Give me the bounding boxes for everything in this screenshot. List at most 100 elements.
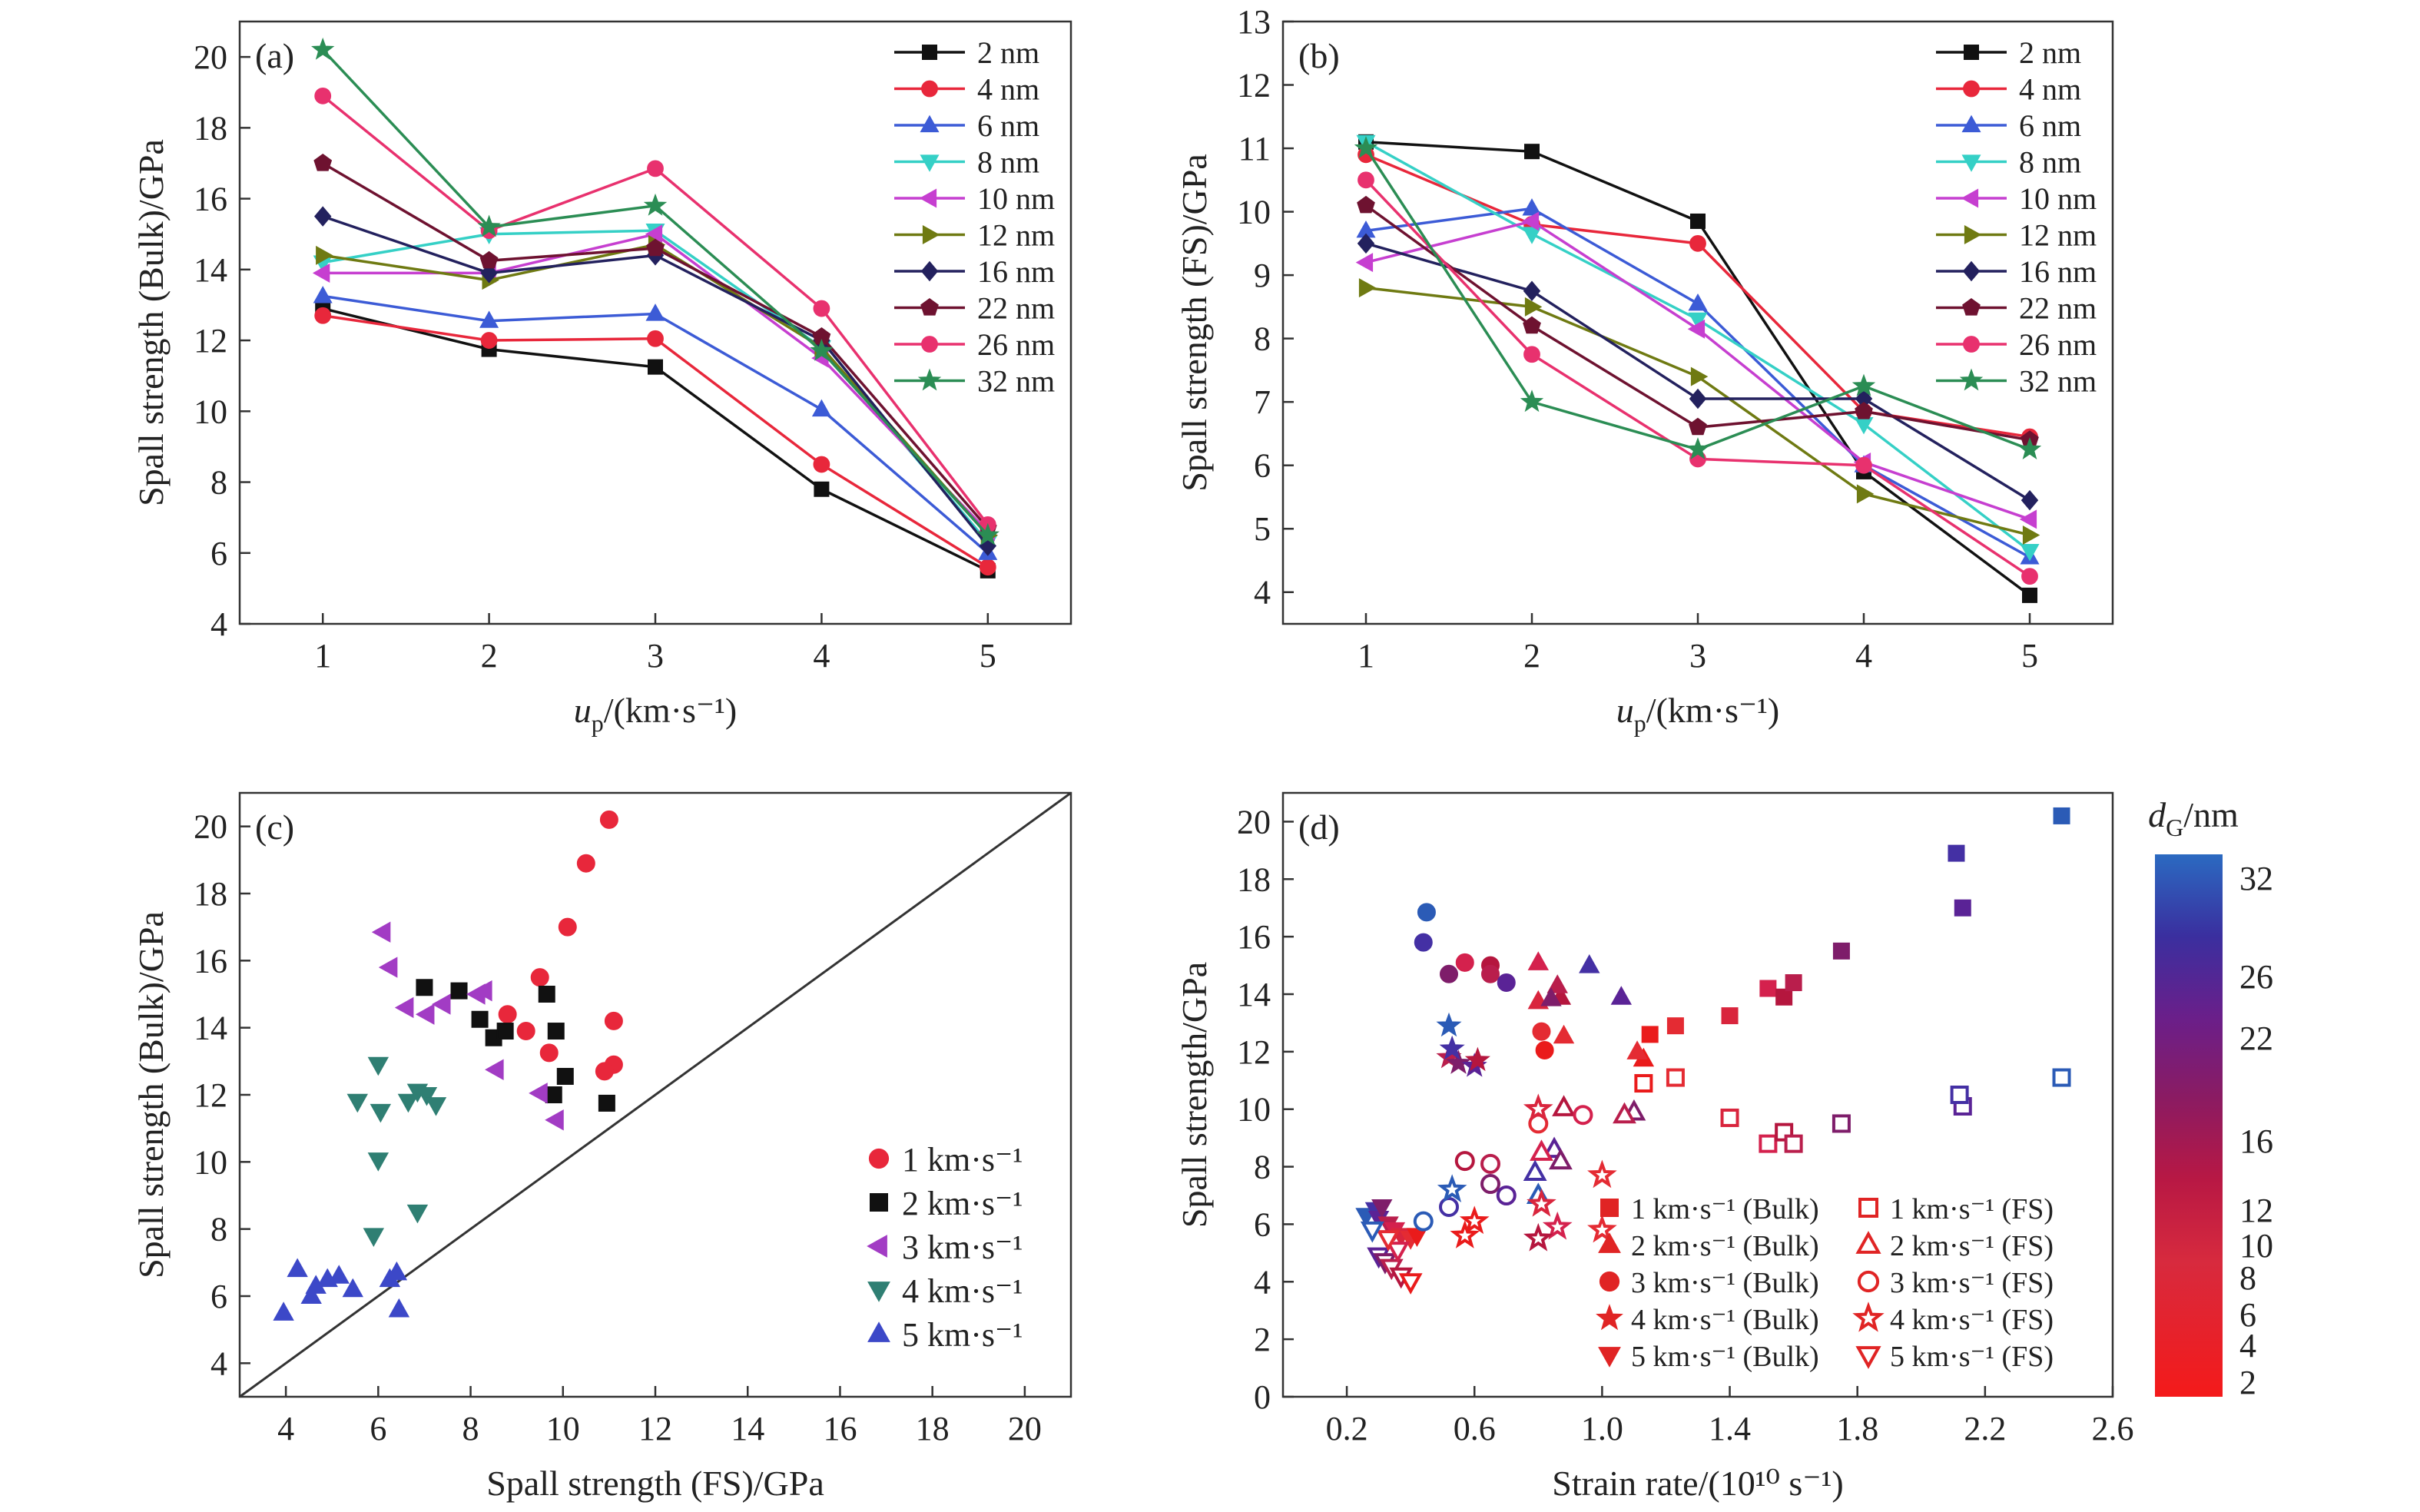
legend-marker-5-km-s (867, 1321, 890, 1342)
legend-marker-1-km-s-fs (1858, 1198, 1878, 1218)
y-tick-label: 8 (1254, 320, 1271, 358)
data-point-22-nm (479, 250, 499, 269)
data-point-26-nm (647, 160, 664, 177)
colorbar-title: dG/nm (2148, 795, 2239, 841)
series-line-2-nm (322, 307, 989, 572)
data-point-4-km-s (363, 1228, 385, 1247)
series-line-6-nm (1365, 207, 2030, 559)
data-point-8-nm (1854, 416, 1874, 435)
x-tick-label: 2.2 (1964, 1410, 2006, 1447)
data-point-circle-bulk (1440, 964, 1458, 983)
data-point-26-nm (1523, 346, 1540, 363)
data-point-5-km-s (273, 1301, 294, 1321)
data-point-square-bulk (1954, 899, 1971, 917)
data-point-square-bulk (1775, 988, 1793, 1006)
legend-label: 6 nm (2019, 108, 2081, 143)
data-point-tri-down-fs (1386, 1242, 1410, 1263)
data-point-2-km-s (450, 982, 468, 1000)
legend-marker-10-nm (1961, 188, 1979, 208)
legend-marker-12-nm (1964, 224, 1982, 245)
data-point-32-nm (2017, 437, 2042, 459)
legend-label: 3 km·s⁻¹ (FS) (1890, 1267, 2054, 1299)
x-tick-label: 20 (1008, 1410, 1042, 1447)
colorbar-label: 6 (2239, 1296, 2256, 1334)
data-point-tri-up-fs (1552, 1095, 1576, 1116)
legend-label: 2 nm (977, 35, 1039, 70)
data-point-5-km-s (388, 1298, 410, 1318)
x-tick-label: 3 (1689, 637, 1706, 675)
data-point-4-km-s (406, 1204, 429, 1224)
x-tick-label: 5 (2021, 637, 2038, 675)
data-point-3-km-s (529, 1083, 548, 1104)
legend-marker-4-km-s-bulk (1596, 1304, 1623, 1331)
panel-3-axes: 4 6 8 10 12 14 16 18 20 4 6 8 10 12 14 16 18 20 (c) Spall s… (131, 791, 1072, 1503)
data-point-10-nm (312, 263, 330, 283)
x-tick-label: 1 (314, 637, 331, 675)
reference-line (239, 791, 1072, 1398)
x-tick-label: 3 (647, 637, 664, 675)
data-point-6-nm (645, 303, 665, 321)
legend-marker-4-nm (921, 80, 938, 98)
legend-label: 5 km·s⁻¹ (FS) (1890, 1341, 2054, 1373)
legend-label: 16 nm (2019, 254, 2097, 289)
data-point-star-fs (1587, 1214, 1617, 1243)
y-axis-label: Spall strength (FS)/GPa (1175, 154, 1214, 492)
data-point-22-nm (313, 153, 333, 171)
legend-label: 2 km·s⁻¹ (FS) (1890, 1230, 2054, 1262)
data-point-5-km-s (300, 1285, 322, 1304)
data-point-32-nm (477, 214, 501, 237)
data-point-circle-bulk (1414, 933, 1433, 952)
legend-label: 10 nm (977, 181, 1055, 216)
y-tick-label: 16 (1237, 918, 1271, 956)
y-tick-label: 14 (194, 251, 227, 289)
y-tick-label: 2 (1254, 1321, 1271, 1358)
legend-marker-6-nm (920, 114, 940, 133)
x-tick-label: 0.2 (1326, 1410, 1368, 1447)
data-point-star-bulk (1439, 1035, 1465, 1060)
data-point-square-bulk (1785, 974, 1802, 992)
data-point-6-nm (1522, 198, 1542, 216)
legend-label: 2 km·s⁻¹ (Bulk) (1631, 1230, 1819, 1262)
legend-marker-2-km-s (870, 1193, 888, 1212)
y-tick-label: 4 (1254, 574, 1271, 612)
legend-label: 2 nm (2019, 35, 2081, 70)
data-point-4-km-s (397, 1093, 419, 1113)
data-point-star-fs (1523, 1093, 1553, 1122)
y-tick-label: 14 (194, 1010, 227, 1047)
data-point-1-km-s (498, 1005, 517, 1024)
data-point-4-km-s (346, 1093, 368, 1113)
data-point-square-bulk (1832, 942, 1850, 960)
data-point-circle-fs (1480, 1174, 1500, 1195)
colorbar-label: 22 (2239, 1020, 2273, 1057)
y-tick-label: 20 (194, 808, 227, 846)
data-point-32-nm (1354, 136, 1378, 158)
data-point-tri-down-fs (1376, 1230, 1401, 1252)
legend-marker-22-nm (1962, 298, 1981, 316)
data-point-32-nm (1686, 437, 1710, 459)
data-point-1-km-s (539, 1043, 559, 1063)
x-tick-label: 1.4 (1709, 1410, 1751, 1447)
data-point-tri-up-bulk (1579, 954, 1600, 973)
legend-label: 8 nm (977, 145, 1039, 180)
legend-label: 26 nm (977, 327, 1055, 362)
legend-marker-2-nm (1964, 45, 1979, 60)
data-point-10-nm (1355, 253, 1374, 273)
data-point-16-nm (1357, 233, 1375, 254)
x-tick-label: 1.8 (1836, 1410, 1878, 1447)
data-point-6-nm (1688, 293, 1708, 311)
data-point-32-nm (643, 193, 668, 216)
legend-marker-26-nm (921, 336, 938, 353)
x-tick-label: 12 (638, 1410, 672, 1447)
panel-3-legend: 1 km·s⁻¹ 2 km·s⁻¹ 3 km·s⁻¹ 4 km·s⁻¹ 5 km·s⁻¹ (867, 1141, 1023, 1354)
data-point-4-km-s (367, 1056, 390, 1076)
data-point-circle-bulk (1417, 903, 1436, 922)
x-axis-label: Spall strength (FS)/GPa (486, 1464, 824, 1503)
data-point-square-fs (1759, 1134, 1778, 1153)
data-point-10-nm (2019, 509, 2037, 529)
colorbar-label: 4 (2239, 1327, 2256, 1364)
data-point-3-km-s (371, 921, 391, 943)
data-point-star-bulk (1464, 1046, 1490, 1072)
x-axis-label: Strain rate/(10¹⁰ s⁻¹) (1552, 1464, 1843, 1503)
series-line-8-nm (322, 229, 990, 544)
